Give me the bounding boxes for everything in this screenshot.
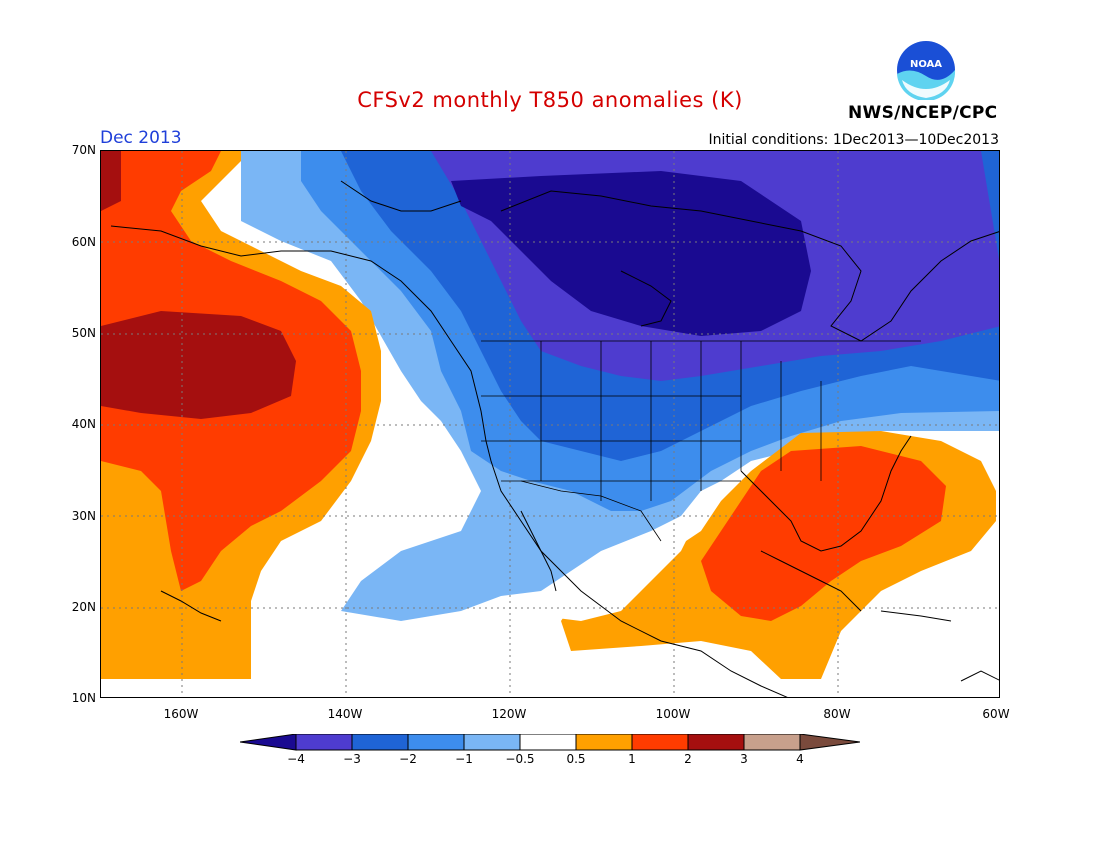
lon-tick-label: 140W xyxy=(327,707,363,721)
lat-tick-label: 10N xyxy=(71,691,96,705)
lon-tick-label: 100W xyxy=(655,707,691,721)
map-graticule xyxy=(101,151,999,697)
lon-tick-label: 160W xyxy=(163,707,199,721)
political-borders xyxy=(481,340,921,542)
colorbar-swatch xyxy=(351,734,409,751)
colorbar-swatch xyxy=(687,734,745,751)
colorbar-lower-arrow xyxy=(240,734,297,751)
colorbar-swatch xyxy=(463,734,521,751)
agency-label: NWS/NCEP/CPC xyxy=(848,103,998,123)
colorbar-swatch xyxy=(575,734,633,751)
colorbar-label: −4 xyxy=(287,752,305,766)
colorbar-swatch xyxy=(743,734,801,751)
colorbar-label: −2 xyxy=(399,752,417,766)
colorbar-label: 2 xyxy=(684,752,692,766)
lon-tick-label: 120W xyxy=(491,707,527,721)
colorbar-label: 1 xyxy=(628,752,636,766)
anomaly-contour-neutral-mexico xyxy=(541,516,691,621)
anomaly-map-canvas xyxy=(101,151,999,697)
colorbar-swatch xyxy=(519,734,577,751)
map-title: CFSv2 monthly T850 anomalies (K) xyxy=(357,88,743,112)
lat-tick-label: 30N xyxy=(71,509,96,523)
initial-conditions-label: Initial conditions: 1Dec2013—10Dec2013 xyxy=(708,132,999,148)
colorbar-label: 3 xyxy=(740,752,748,766)
anomaly-contour-dark-red xyxy=(101,311,296,419)
anomaly-contour-deep-indigo xyxy=(451,171,811,336)
colorbar-swatch xyxy=(295,734,353,751)
lat-tick-label: 70N xyxy=(71,143,96,157)
colorbar-swatch xyxy=(631,734,689,751)
lat-tick-label: 50N xyxy=(71,326,96,340)
colorbar-label: −1 xyxy=(455,752,473,766)
noaa-logo-icon: NOAA xyxy=(897,41,956,100)
valid-month-label: Dec 2013 xyxy=(100,128,182,148)
colorbar-label: −3 xyxy=(343,752,361,766)
anomaly-contour-dark-red-north xyxy=(101,151,121,211)
logo-lettering: NOAA xyxy=(910,59,942,70)
colorbar-upper-arrow xyxy=(799,734,860,751)
lon-tick-label: 60W xyxy=(982,707,1010,721)
anomaly-map xyxy=(100,150,1000,698)
colorbar-label: 0.5 xyxy=(566,752,586,766)
colorbar-label: 4 xyxy=(796,752,804,766)
lon-tick-label: 80W xyxy=(823,707,851,721)
lat-tick-label: 60N xyxy=(71,235,96,249)
lat-tick-label: 40N xyxy=(71,417,96,431)
anomaly-colorbar xyxy=(240,734,860,751)
colorbar-swatch xyxy=(407,734,465,751)
lat-tick-label: 20N xyxy=(71,600,96,614)
colorbar-label: −0.5 xyxy=(505,752,535,766)
